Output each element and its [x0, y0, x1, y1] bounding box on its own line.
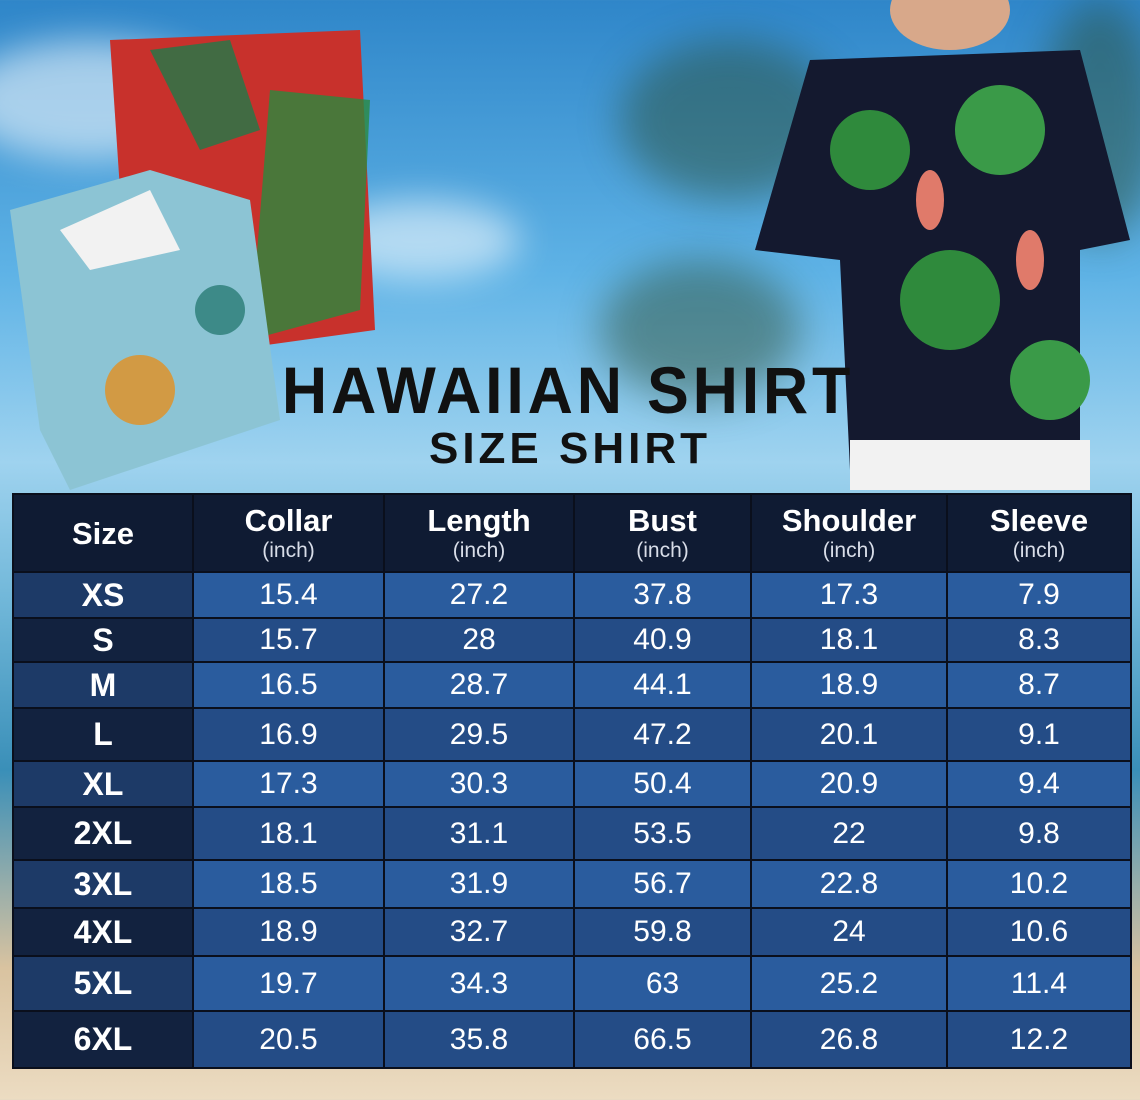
measurement-cell: 50.4: [573, 760, 752, 808]
table-row: 3XL 18.5 31.9 56.7 22.8 10.2: [12, 859, 1132, 909]
size-cell: S: [12, 617, 194, 663]
table-row: XS 15.4 27.2 37.8 17.3 7.9: [12, 571, 1132, 619]
measurement-cell: 10.6: [946, 907, 1132, 957]
measurement-cell: 11.4: [946, 955, 1132, 1012]
measurement-cell: 18.5: [192, 859, 385, 909]
table-row: 2XL 18.1 31.1 53.5 22 9.8: [12, 806, 1132, 861]
measurement-cell: 12.2: [946, 1010, 1132, 1069]
measurement-cell: 32.7: [383, 907, 575, 957]
measurement-cell: 8.3: [946, 617, 1132, 663]
measurement-cell: 25.2: [750, 955, 948, 1012]
measurement-cell: 27.2: [383, 571, 575, 619]
size-cell: XS: [12, 571, 194, 619]
measurement-cell: 30.3: [383, 760, 575, 808]
column-header-label: Length: [427, 503, 531, 538]
measurement-cell: 9.1: [946, 707, 1132, 762]
measurement-cell: 31.1: [383, 806, 575, 861]
size-chart-table: Size Collar (inch) Length (inch) Bust (inch) Sh…: [12, 493, 1132, 1069]
model-shirt-image: [755, 0, 1130, 490]
column-header-unit: (inch): [822, 539, 876, 562]
measurement-cell: 20.9: [750, 760, 948, 808]
table-header-row: Size Collar (inch) Length (inch) Bust (inch) Sh…: [12, 493, 1132, 573]
size-cell: 4XL: [12, 907, 194, 957]
measurement-cell: 56.7: [573, 859, 752, 909]
column-header-sleeve: Sleeve (inch): [946, 493, 1132, 573]
measurement-cell: 16.9: [192, 707, 385, 762]
measurement-cell: 29.5: [383, 707, 575, 762]
page-title: HAWAIIAN SHIRT: [281, 353, 855, 427]
column-header-label: Shoulder: [781, 503, 917, 538]
measurement-cell: 15.4: [192, 571, 385, 619]
page-subtitle: SIZE SHIRT: [428, 424, 712, 473]
column-header-bust: Bust (inch): [573, 493, 752, 573]
column-header-size: Size: [12, 493, 194, 573]
table-row: M 16.5 28.7 44.1 18.9 8.7: [12, 661, 1132, 709]
size-cell: XL: [12, 760, 194, 808]
measurement-cell: 7.9: [946, 571, 1132, 619]
measurement-cell: 53.5: [573, 806, 752, 861]
column-header-shoulder: Shoulder (inch): [750, 493, 948, 573]
column-header-label: Sleeve: [989, 503, 1089, 538]
table-row: L 16.9 29.5 47.2 20.1 9.1: [12, 707, 1132, 762]
table-row: 6XL 20.5 35.8 66.5 26.8 12.2: [12, 1010, 1132, 1069]
column-header-unit: (inch): [452, 539, 506, 562]
measurement-cell: 26.8: [750, 1010, 948, 1069]
column-header-label: Collar: [244, 503, 333, 538]
measurement-cell: 8.7: [946, 661, 1132, 709]
table-row: 4XL 18.9 32.7 59.8 24 10.6: [12, 907, 1132, 957]
measurement-cell: 63: [573, 955, 752, 1012]
measurement-cell: 20.1: [750, 707, 948, 762]
column-header-length: Length (inch): [383, 493, 575, 573]
measurement-cell: 20.5: [192, 1010, 385, 1069]
column-header-unit: (inch): [262, 539, 315, 562]
column-header-label: Bust: [628, 503, 697, 538]
size-cell: M: [12, 661, 194, 709]
measurement-cell: 18.9: [192, 907, 385, 957]
measurement-cell: 16.5: [192, 661, 385, 709]
measurement-cell: 19.7: [192, 955, 385, 1012]
measurement-cell: 22: [750, 806, 948, 861]
measurement-cell: 10.2: [946, 859, 1132, 909]
size-cell: 6XL: [12, 1010, 194, 1069]
size-cell: L: [12, 707, 194, 762]
measurement-cell: 40.9: [573, 617, 752, 663]
measurement-cell: 17.3: [192, 760, 385, 808]
column-header-label: Size: [71, 515, 135, 551]
palm-tree-blur: [600, 260, 800, 400]
measurement-cell: 34.3: [383, 955, 575, 1012]
measurement-cell: 28.7: [383, 661, 575, 709]
column-header-collar: Collar (inch): [192, 493, 385, 573]
measurement-cell: 18.9: [750, 661, 948, 709]
measurement-cell: 28: [383, 617, 575, 663]
measurement-cell: 18.1: [192, 806, 385, 861]
size-cell: 2XL: [12, 806, 194, 861]
measurement-cell: 35.8: [383, 1010, 575, 1069]
measurement-cell: 24: [750, 907, 948, 957]
measurement-cell: 18.1: [750, 617, 948, 663]
column-header-unit: (inch): [636, 539, 689, 562]
measurement-cell: 9.4: [946, 760, 1132, 808]
table-row: S 15.7 28 40.9 18.1 8.3: [12, 617, 1132, 663]
measurement-cell: 59.8: [573, 907, 752, 957]
measurement-cell: 9.8: [946, 806, 1132, 861]
table-row: XL 17.3 30.3 50.4 20.9 9.4: [12, 760, 1132, 808]
folded-shirts-image: [10, 30, 375, 490]
measurement-cell: 15.7: [192, 617, 385, 663]
size-cell: 3XL: [12, 859, 194, 909]
column-header-unit: (inch): [1012, 539, 1066, 562]
measurement-cell: 17.3: [750, 571, 948, 619]
measurement-cell: 47.2: [573, 707, 752, 762]
measurement-cell: 66.5: [573, 1010, 752, 1069]
measurement-cell: 37.8: [573, 571, 752, 619]
size-cell: 5XL: [12, 955, 194, 1012]
measurement-cell: 31.9: [383, 859, 575, 909]
measurement-cell: 44.1: [573, 661, 752, 709]
measurement-cell: 22.8: [750, 859, 948, 909]
table-row: 5XL 19.7 34.3 63 25.2 11.4: [12, 955, 1132, 1012]
